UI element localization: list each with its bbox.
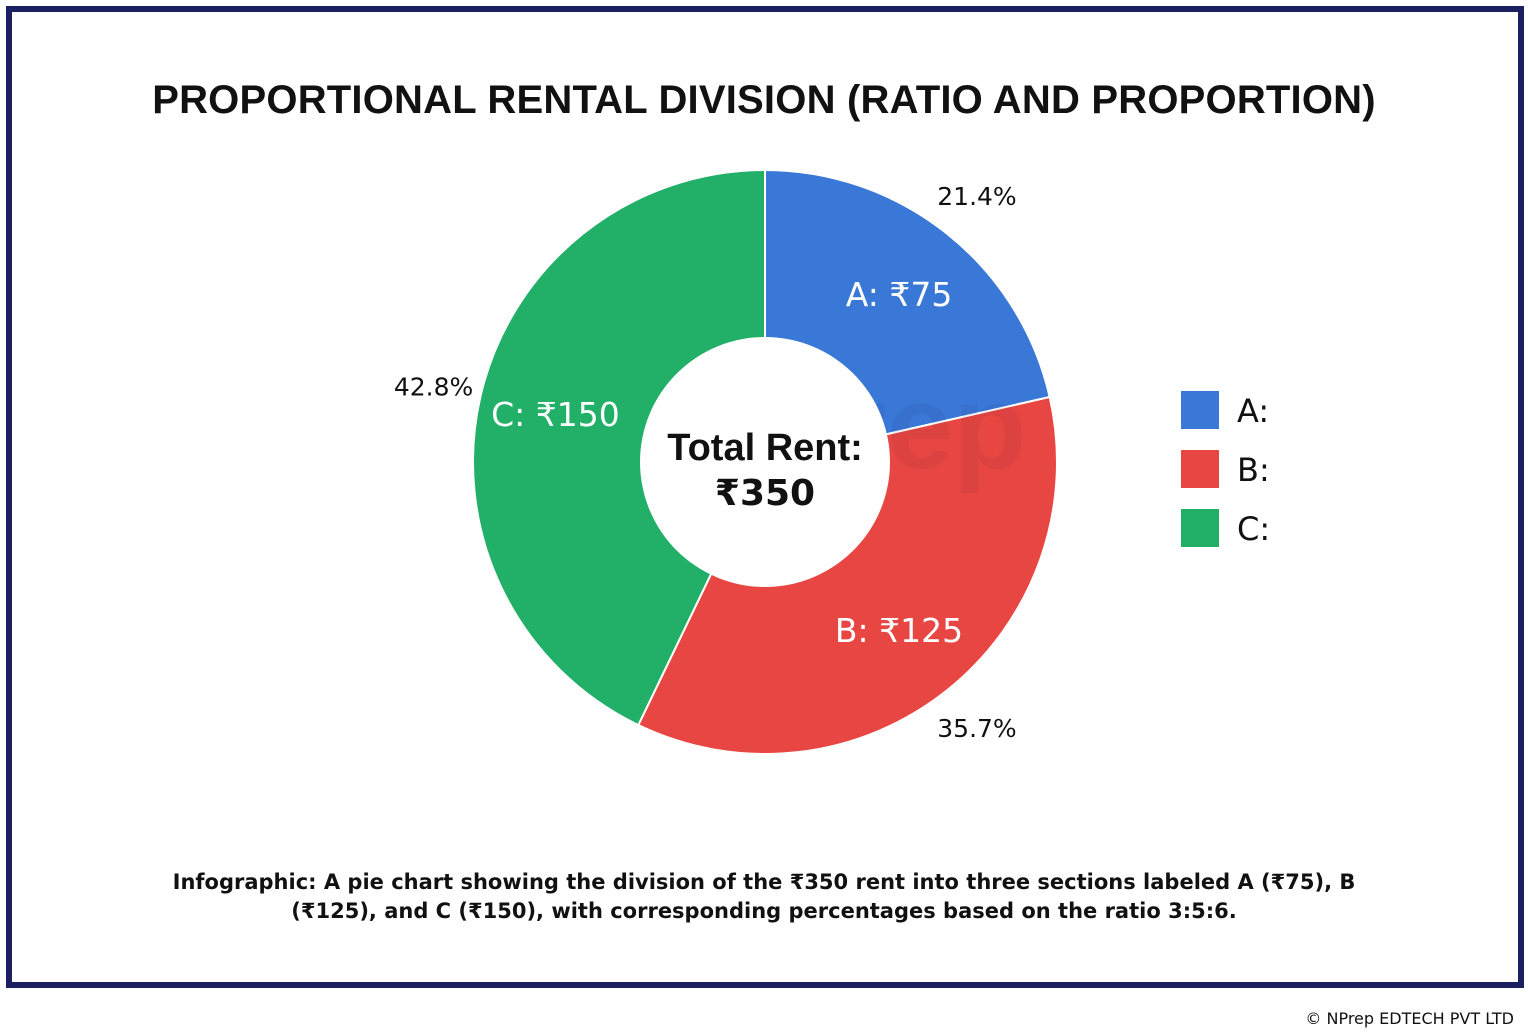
center-total-value: ₹350 [715,473,815,514]
legend-label-a: A: [1237,392,1269,430]
slice-b [636,395,1058,755]
slice-a-percent-label: 21.4% [937,182,1016,211]
caption: Infographic: A pie chart showing the div… [172,870,1356,923]
copyright-text: © NPrep EDTECH PVT LTD [1305,1009,1514,1028]
legend: A: B: C: [1181,391,1270,548]
slice-b-percent-label: 35.7% [937,714,1016,743]
slice-c-percent-label: 42.8% [394,372,473,401]
legend-label-b: B: [1237,451,1270,489]
slice-a-label: A: ₹75 [846,275,953,314]
legend-swatch-a [1181,391,1219,429]
chart-title: PROPORTIONAL RENTAL DIVISION (RATIO AND … [152,78,1376,122]
percent-labels-group: 21.4% 35.7% 42.8% [394,182,1017,743]
slice-labels-group: A: ₹75 B: ₹125 C: ₹150 [491,275,963,650]
center-total-label: Total Rent: [667,427,863,469]
legend-swatch-c [1181,509,1219,547]
legend-label-c: C: [1237,510,1270,548]
slice-b-label: B: ₹125 [835,611,963,650]
slices-group [472,168,1058,755]
slice-c-label: C: ₹150 [491,395,620,434]
legend-swatch-b [1181,450,1219,488]
slice-c [472,168,766,727]
donut-hole [640,337,890,587]
